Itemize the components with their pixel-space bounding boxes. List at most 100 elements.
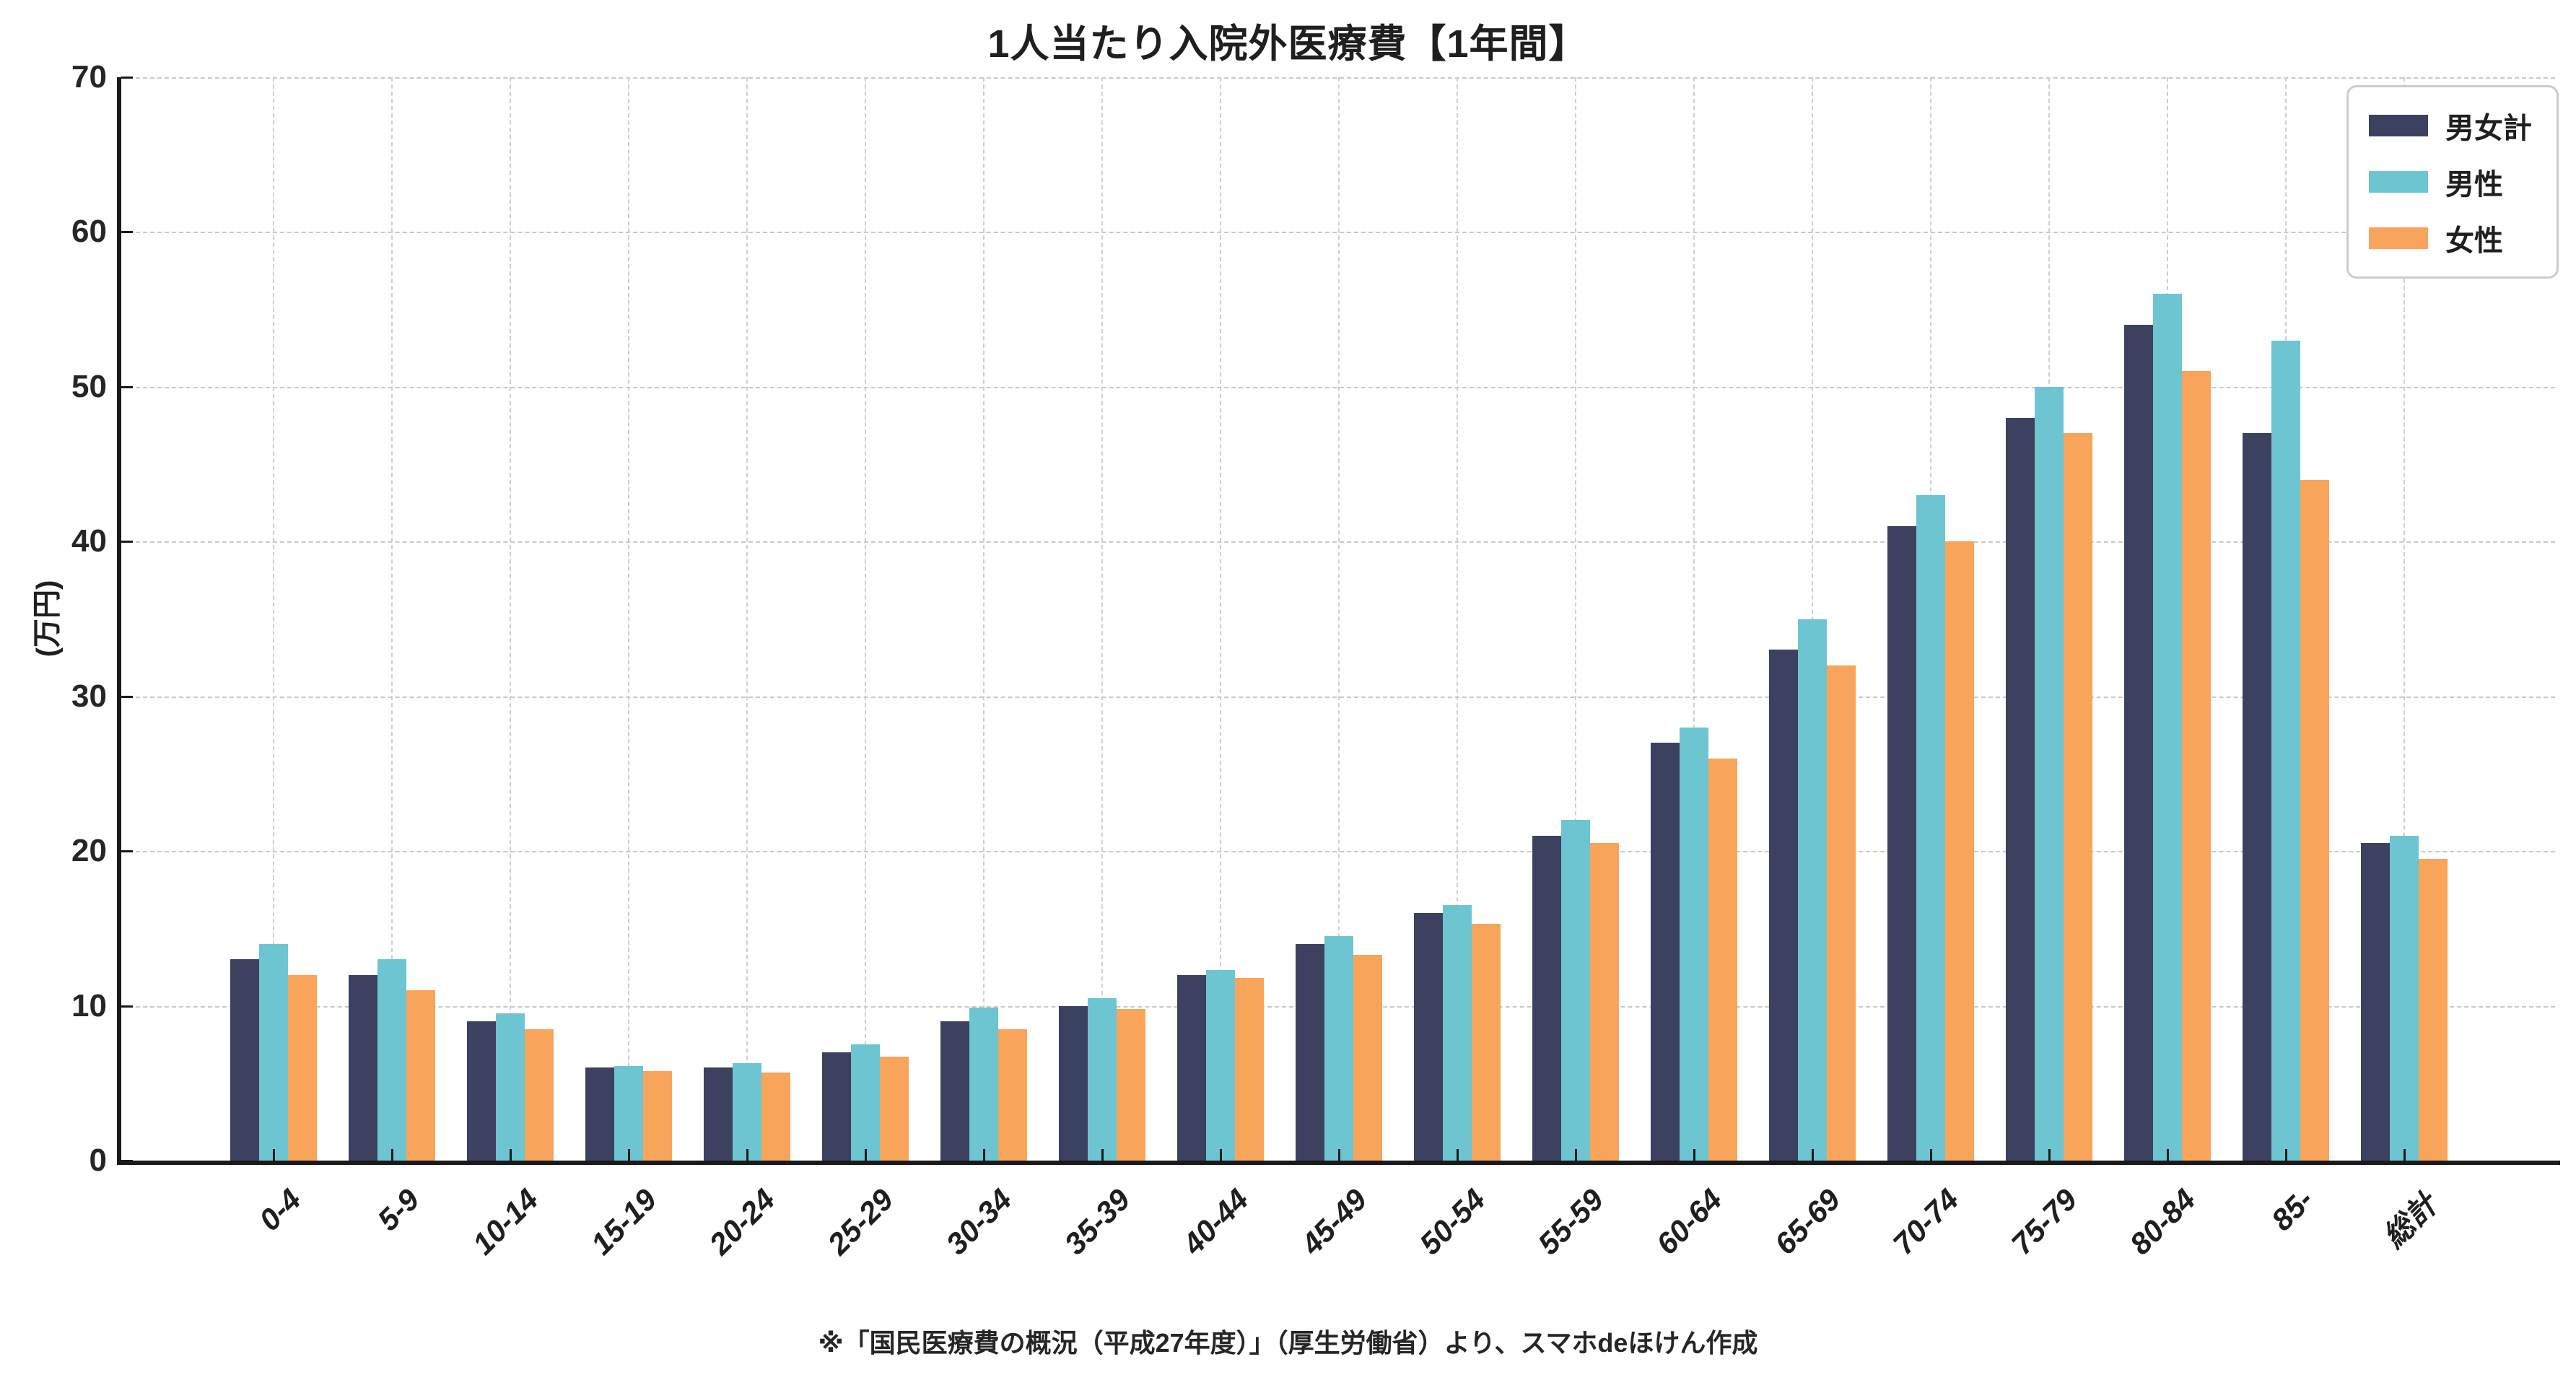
bar-s0-85- xyxy=(2243,433,2271,1161)
x-tick-label-15-19: 15-19 xyxy=(584,1182,663,1262)
x-tick-label-70-74: 70-74 xyxy=(1886,1182,1965,1262)
bar-s0-0-4 xyxy=(230,959,259,1161)
bar-s0-40-44 xyxy=(1177,974,1206,1161)
x-tick xyxy=(1220,1149,1222,1161)
legend-label-2: 女性 xyxy=(2445,225,2503,257)
bar-s1-55-59 xyxy=(1561,820,1590,1161)
bar-group-55-59 xyxy=(1532,77,1619,1161)
x-tick-label-50-54: 50-54 xyxy=(1413,1182,1492,1262)
x-tick xyxy=(1812,1149,1814,1161)
x-tick xyxy=(273,1149,275,1161)
bar-s1-20-24 xyxy=(733,1062,761,1161)
x-tick xyxy=(1693,1149,1695,1161)
bar-group-30-34 xyxy=(940,77,1027,1161)
bar-s2-85- xyxy=(2300,479,2329,1161)
bar-s2-5-9 xyxy=(406,990,435,1161)
bar-s2-45-49 xyxy=(1353,954,1382,1161)
bar-s2-35-39 xyxy=(1117,1008,1145,1161)
legend-swatch-1 xyxy=(2369,171,2428,193)
bar-s0-70-74 xyxy=(1887,525,1916,1161)
x-tick xyxy=(2285,1149,2287,1161)
bar-group-5-9 xyxy=(349,77,435,1161)
plot-area xyxy=(121,77,2555,1162)
x-tick-label-30-34: 30-34 xyxy=(939,1182,1018,1262)
y-tick-label-0: 0 xyxy=(89,1143,107,1178)
bar-s1-50-54 xyxy=(1443,905,1472,1161)
v-gridline xyxy=(628,77,629,1161)
bar-s2-総計 xyxy=(2419,858,2448,1161)
v-gridline xyxy=(2403,77,2405,1161)
legend-item-1: 男性 xyxy=(2369,161,2532,203)
y-tick-label-20: 20 xyxy=(71,833,107,869)
x-tick-label-80-84: 80-84 xyxy=(2123,1182,2202,1262)
bar-s1-60-64 xyxy=(1680,727,1708,1161)
x-tick xyxy=(865,1149,867,1161)
x-tick xyxy=(1101,1149,1104,1161)
bar-group-80-84 xyxy=(2124,77,2211,1161)
bar-s1-75-79 xyxy=(2035,386,2064,1161)
x-tick xyxy=(510,1149,512,1161)
bar-s2-40-44 xyxy=(1235,977,1264,1161)
bar-s0-30-34 xyxy=(940,1021,969,1161)
y-tick xyxy=(121,695,133,698)
bar-s2-10-14 xyxy=(525,1029,554,1161)
x-tick xyxy=(746,1149,748,1161)
bar-group-20-24 xyxy=(704,77,790,1161)
bar-s1-10-14 xyxy=(496,1013,525,1161)
y-tick xyxy=(121,541,133,543)
bar-group-総計 xyxy=(2361,77,2448,1161)
bar-s0-10-14 xyxy=(467,1021,496,1161)
bar-s2-55-59 xyxy=(1590,843,1619,1161)
bar-group-85- xyxy=(2243,77,2329,1161)
bar-s2-65-69 xyxy=(1827,665,1856,1161)
legend-label-1: 男性 xyxy=(2445,169,2503,201)
legend-swatch-2 xyxy=(2369,227,2428,249)
v-gridline xyxy=(865,77,866,1161)
bar-s1-30-34 xyxy=(969,1007,998,1161)
bar-s1-15-19 xyxy=(614,1066,643,1161)
bar-group-45-49 xyxy=(1296,77,1382,1161)
bar-s2-25-29 xyxy=(880,1057,909,1161)
bar-s1-0-4 xyxy=(259,943,288,1161)
bar-s2-75-79 xyxy=(2064,433,2092,1161)
x-tick-label-85-: 85- xyxy=(2265,1182,2320,1238)
x-tick-label-55-59: 55-59 xyxy=(1531,1182,1610,1262)
bar-s1-85- xyxy=(2271,340,2300,1161)
bar-s0-35-39 xyxy=(1059,1005,1088,1161)
x-tick-label-45-49: 45-49 xyxy=(1294,1182,1374,1262)
bar-s0-15-19 xyxy=(585,1067,614,1161)
v-gridline xyxy=(983,77,984,1161)
y-tick xyxy=(121,77,133,79)
legend-label-0: 男女計 xyxy=(2445,113,2532,144)
bar-s0-55-59 xyxy=(1532,835,1561,1161)
v-gridline xyxy=(1693,77,1695,1161)
legend-item-2: 女性 xyxy=(2369,217,2532,259)
x-tick xyxy=(983,1149,985,1161)
bar-s1-40-44 xyxy=(1206,970,1235,1161)
bar-s1-45-49 xyxy=(1324,936,1353,1161)
y-tick-label-60: 60 xyxy=(71,214,107,250)
x-tick-label-65-69: 65-69 xyxy=(1768,1182,1847,1262)
bar-s2-70-74 xyxy=(1945,541,1974,1161)
y-tick xyxy=(121,850,133,853)
bar-s0-75-79 xyxy=(2006,417,2035,1161)
x-tick xyxy=(1930,1149,1932,1161)
v-gridline xyxy=(1575,77,1576,1161)
bar-s0-65-69 xyxy=(1769,650,1798,1161)
y-axis-spine xyxy=(117,77,121,1163)
bar-s1-25-29 xyxy=(851,1044,880,1161)
x-tick xyxy=(1575,1149,1577,1161)
bar-group-15-19 xyxy=(585,77,672,1161)
bar-group-75-79 xyxy=(2006,77,2092,1161)
legend-item-0: 男女計 xyxy=(2369,105,2532,147)
y-axis-label: (万円) xyxy=(31,580,64,658)
v-gridline xyxy=(1220,77,1221,1161)
bar-s1-35-39 xyxy=(1088,997,1117,1161)
bar-s1-65-69 xyxy=(1798,619,1827,1161)
bar-group-65-69 xyxy=(1769,77,1856,1161)
x-tick-label-25-29: 25-29 xyxy=(821,1182,900,1262)
bar-group-0-4 xyxy=(230,77,317,1161)
bar-s0-総計 xyxy=(2361,843,2390,1161)
bar-group-70-74 xyxy=(1887,77,1974,1161)
